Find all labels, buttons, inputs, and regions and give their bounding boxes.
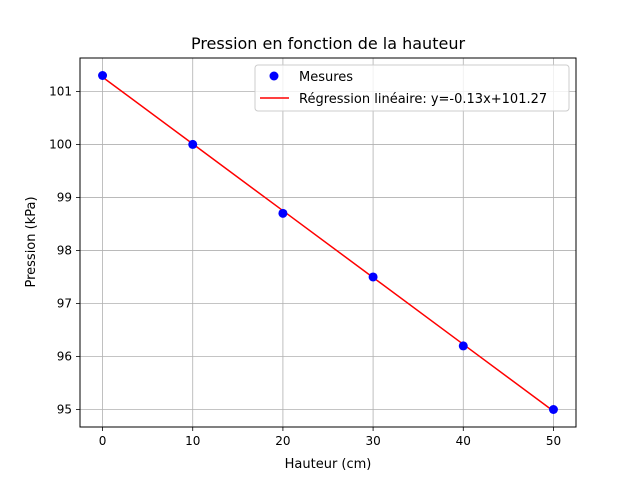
- y-axis-label: Pression (kPa): [24, 196, 39, 287]
- regression-line: [102, 76, 554, 412]
- data-point: [278, 208, 288, 218]
- measurement-points: [98, 70, 558, 415]
- x-tick-label: 40: [456, 434, 471, 448]
- y-tick-label: 101: [49, 84, 72, 98]
- x-tick-label: 30: [365, 434, 380, 448]
- y-tick-label: 96: [57, 349, 72, 363]
- x-axis-ticks: 0 10 20 30 40 50: [99, 427, 561, 448]
- y-tick-label: 100: [49, 137, 72, 151]
- x-tick-label: 0: [99, 434, 107, 448]
- x-tick-label: 50: [546, 434, 561, 448]
- regression-line-group: [102, 76, 554, 412]
- data-point: [368, 272, 378, 282]
- legend-marker-scatter: [269, 71, 279, 81]
- data-point: [548, 405, 558, 415]
- y-tick-label: 97: [57, 296, 72, 310]
- x-tick-label: 20: [275, 434, 290, 448]
- chart-title: Pression en fonction de la hauteur: [191, 34, 466, 53]
- y-tick-label: 99: [57, 190, 72, 204]
- data-point: [188, 139, 198, 149]
- data-point: [458, 341, 468, 351]
- y-tick-label: 98: [57, 243, 72, 257]
- legend: Mesures Régression linéaire: y=-0.13x+10…: [254, 64, 570, 112]
- y-tick-label: 95: [57, 403, 72, 417]
- y-axis-ticks: 95 96 97 98 99 100 101: [49, 84, 80, 417]
- x-axis-label: Hauteur (cm): [285, 457, 372, 472]
- legend-box: [254, 64, 570, 112]
- legend-label-measurements: Mesures: [299, 70, 353, 85]
- legend-label-regression: Régression linéaire: y=-0.13x+101.27: [299, 92, 547, 107]
- data-point: [98, 70, 108, 80]
- grid: [80, 58, 576, 427]
- plot-frame: [79, 57, 577, 428]
- x-tick-label: 10: [185, 434, 200, 448]
